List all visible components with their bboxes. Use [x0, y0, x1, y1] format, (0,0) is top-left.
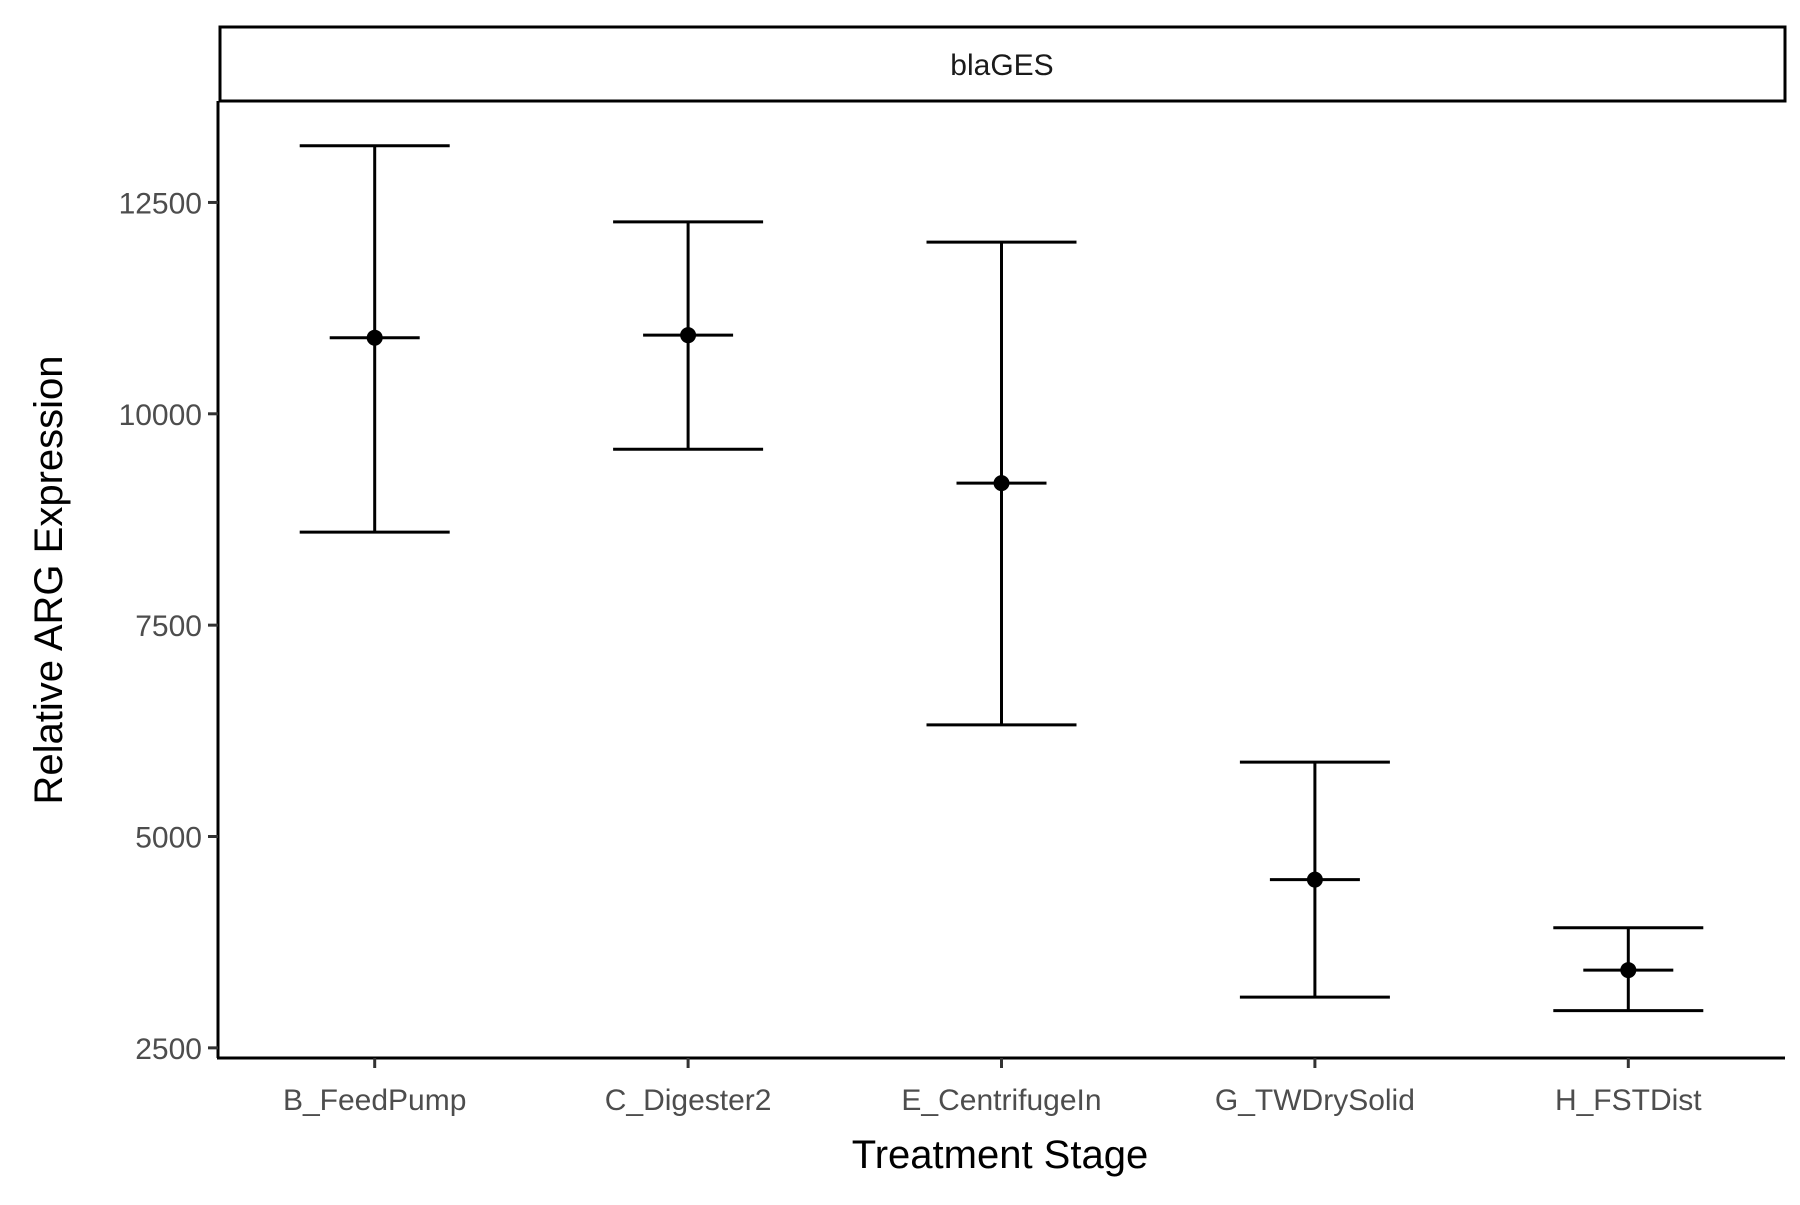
- mean-point: [993, 475, 1010, 492]
- facet-strip: [218, 25, 1787, 103]
- mean-point: [1620, 962, 1637, 979]
- mean-point: [1306, 871, 1323, 888]
- y-tick-label: 7500: [135, 610, 202, 643]
- y-tick-label: 5000: [135, 822, 202, 855]
- x-axis-ticks: B_FeedPump C_Digester2 E_CentrifugeIn G_TWD…: [283, 1058, 1702, 1117]
- x-tick-label: E_CentrifugeIn: [901, 1084, 1101, 1117]
- y-tick-label: 12500: [119, 187, 202, 220]
- y-axis-ticks: 2500 5000 7500 10000 12500: [119, 187, 218, 1066]
- y-tick-label: 2500: [135, 1033, 202, 1066]
- x-tick-label: H_FSTDist: [1555, 1084, 1702, 1117]
- x-tick-label: G_TWDrySolid: [1215, 1084, 1415, 1117]
- error-bars: [299, 144, 1704, 1013]
- x-tick-label: C_Digester2: [605, 1084, 772, 1117]
- x-axis-title: Treatment Stage: [852, 1133, 1148, 1177]
- y-tick-label: 10000: [119, 399, 202, 432]
- mean-point: [366, 329, 383, 346]
- y-axis-title: Relative ARG Expression: [27, 355, 71, 804]
- x-tick-label: B_FeedPump: [283, 1084, 466, 1117]
- facet-strip-label: blaGES: [950, 49, 1053, 82]
- mean-point: [680, 327, 697, 344]
